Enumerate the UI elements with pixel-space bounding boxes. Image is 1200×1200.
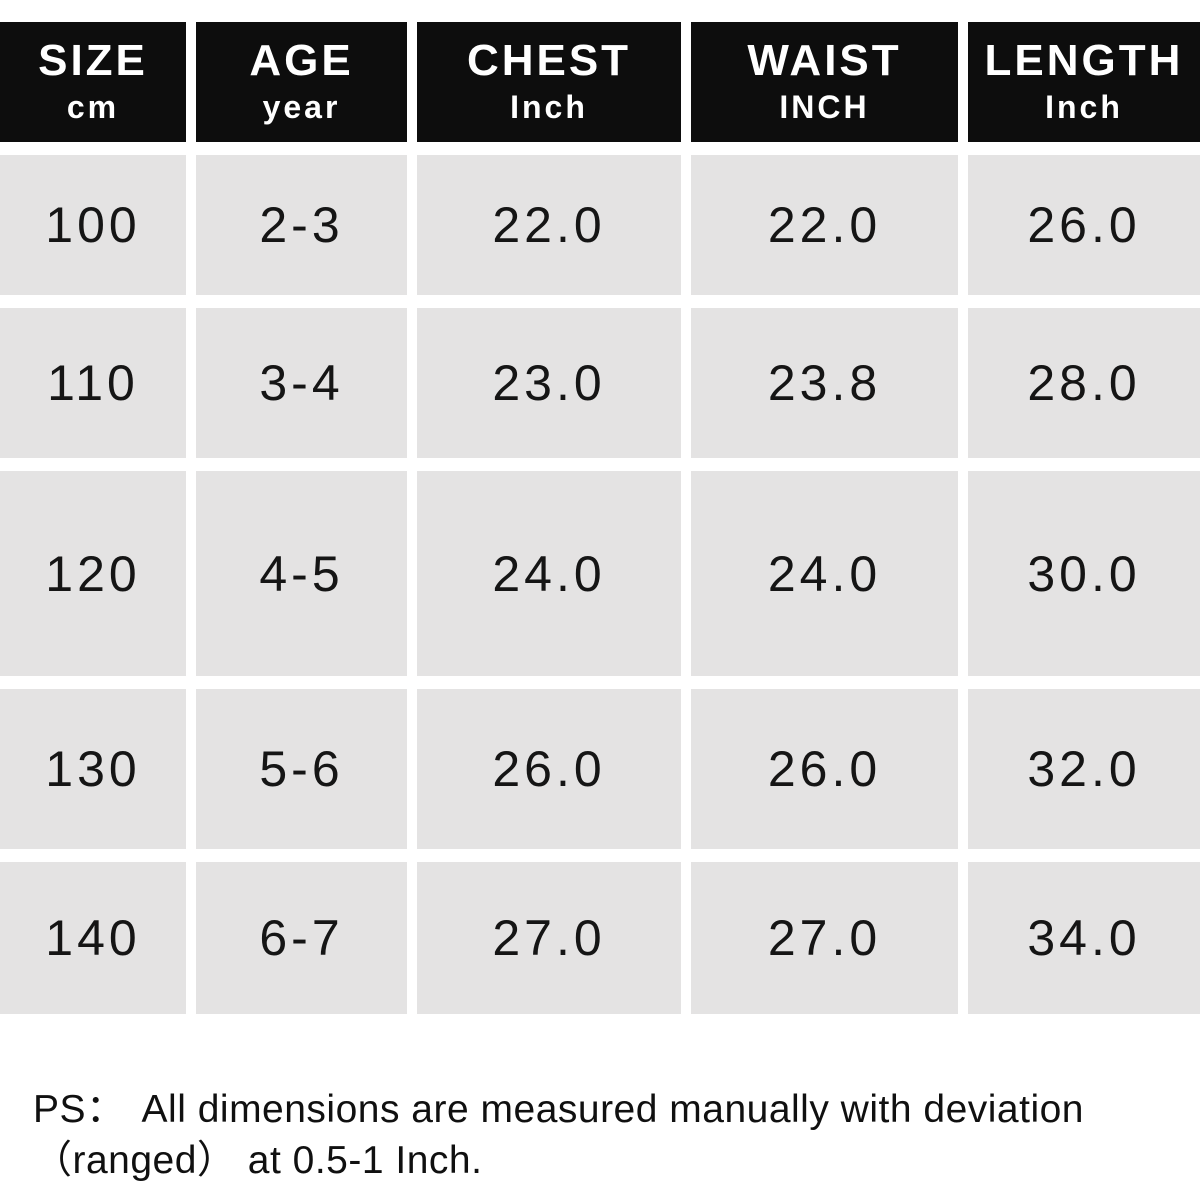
table-cell: 3-4 — [196, 308, 407, 458]
column-title: AGE — [249, 35, 354, 85]
note-line2: （ranged） at 0.5-1 Inch. — [33, 1139, 483, 1183]
table-cell: 30.0 — [968, 471, 1200, 676]
size-chart-table: SIZE cm AGE year CHEST Inch WAIST INCH L… — [0, 22, 1200, 1014]
column-title: SIZE — [38, 35, 148, 85]
table-cell: 23.0 — [417, 308, 681, 458]
table-cell: 120 — [0, 471, 186, 676]
table-cell: 4-5 — [196, 471, 407, 676]
table-cell: 5-6 — [196, 689, 407, 849]
note-line1: All dimensions are measured manually wit… — [141, 1088, 1084, 1131]
column-header-length: LENGTH Inch — [968, 22, 1200, 142]
table-cell: 27.0 — [691, 862, 958, 1014]
column-unit: cm — [66, 89, 120, 126]
table-cell: 27.0 — [417, 862, 681, 1014]
column-header-chest: CHEST Inch — [417, 22, 681, 142]
column-header-size: SIZE cm — [0, 22, 186, 142]
note-label: PS： — [33, 1088, 126, 1131]
column-title: CHEST — [466, 35, 632, 85]
column-unit: year — [262, 89, 341, 126]
column-unit: Inch — [510, 89, 588, 126]
table-cell: 110 — [0, 308, 186, 458]
table-cell: 2-3 — [196, 155, 407, 295]
table-cell: 100 — [0, 155, 186, 295]
table-cell: 24.0 — [417, 471, 681, 676]
table-cell: 26.0 — [968, 155, 1200, 295]
table-cell: 26.0 — [417, 689, 681, 849]
table-cell: 22.0 — [691, 155, 958, 295]
table-cell: 23.8 — [691, 308, 958, 458]
table-cell: 32.0 — [968, 689, 1200, 849]
table-cell: 28.0 — [968, 308, 1200, 458]
column-title: WAIST — [747, 35, 902, 85]
table-cell: 130 — [0, 689, 186, 849]
measurement-disclaimer: PS： All dimensions are measured manually … — [0, 1084, 1200, 1187]
table-cell: 34.0 — [968, 862, 1200, 1014]
table-cell: 22.0 — [417, 155, 681, 295]
column-header-age: AGE year — [196, 22, 407, 142]
column-title: LENGTH — [984, 35, 1184, 85]
table-cell: 26.0 — [691, 689, 958, 849]
table-cell: 6-7 — [196, 862, 407, 1014]
table-cell: 24.0 — [691, 471, 958, 676]
column-unit: INCH — [779, 89, 870, 126]
column-unit: Inch — [1045, 89, 1123, 126]
column-header-waist: WAIST INCH — [691, 22, 958, 142]
table-cell: 140 — [0, 862, 186, 1014]
